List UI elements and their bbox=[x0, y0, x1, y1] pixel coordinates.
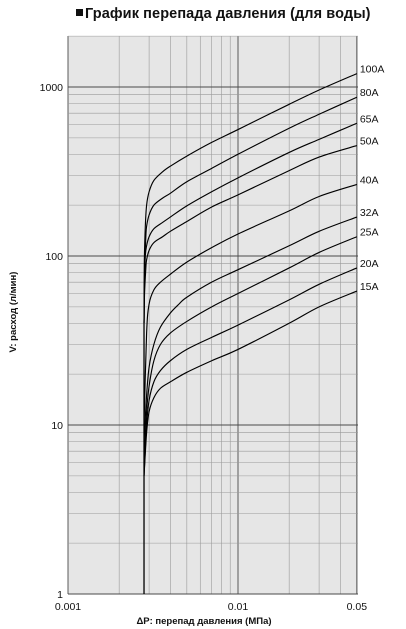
y-tick-label: 10 bbox=[51, 420, 63, 432]
y-axis-label: V: расход (л/мин) bbox=[8, 272, 19, 353]
series-line-50a bbox=[143, 145, 357, 324]
series-line-25a bbox=[143, 236, 358, 463]
series-line-100a bbox=[143, 73, 358, 324]
curves bbox=[143, 73, 358, 476]
x-tick-label: 0.05 bbox=[347, 601, 368, 613]
series-label-65a: 65A bbox=[360, 113, 379, 125]
series-label-25a: 25A bbox=[360, 227, 379, 239]
y-tick-label: 1000 bbox=[40, 82, 64, 94]
series-line-65a bbox=[143, 122, 358, 324]
series-label-40a: 40A bbox=[360, 174, 379, 186]
x-axis-label: ΔP: перепад давления (МПа) bbox=[136, 616, 271, 627]
series-line-20a bbox=[143, 267, 358, 476]
plot-area bbox=[68, 36, 358, 594]
series-labels: 100A 80A 65A 50A 40A 32A 25A 20A 15A bbox=[360, 64, 385, 293]
series-line-80a bbox=[143, 96, 358, 324]
series-line-32a bbox=[143, 216, 358, 442]
series-label-80a: 80A bbox=[360, 87, 379, 99]
x-tick-label: 0.01 bbox=[228, 601, 249, 613]
series-label-100a: 100A bbox=[360, 64, 385, 76]
chart-title-text: График перепада давления (для воды) bbox=[85, 6, 371, 22]
series-label-20a: 20A bbox=[360, 258, 379, 270]
series-label-32a: 32A bbox=[360, 207, 379, 219]
series-line-15a bbox=[143, 290, 358, 476]
series-line-40a bbox=[143, 183, 357, 426]
y-tick-labels: 1 10 100 1000 bbox=[40, 82, 64, 601]
y-tick-label: 100 bbox=[45, 251, 63, 263]
y-tick-label: 1 bbox=[57, 589, 63, 601]
series-label-50a: 50A bbox=[360, 136, 379, 148]
x-tick-labels: 0.001 0.01 0.05 bbox=[55, 601, 367, 613]
title-bullet-icon bbox=[76, 9, 83, 16]
series-label-15a: 15A bbox=[360, 281, 379, 293]
chart-title: График перепада давления (для воды) bbox=[76, 6, 376, 28]
x-tick-label: 0.001 bbox=[55, 601, 81, 613]
